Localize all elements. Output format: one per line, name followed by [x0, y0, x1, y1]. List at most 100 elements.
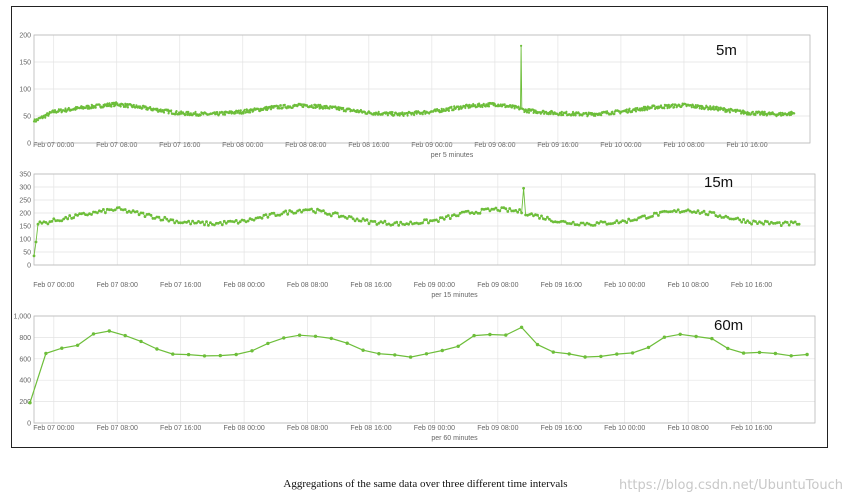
data-point	[421, 113, 424, 116]
data-point	[173, 221, 177, 225]
data-point	[107, 329, 112, 333]
data-point	[503, 103, 506, 106]
data-point	[514, 209, 518, 212]
data-point	[127, 209, 131, 213]
data-point	[447, 109, 450, 112]
data-point	[530, 212, 533, 216]
data-point	[736, 216, 740, 220]
data-point	[787, 223, 791, 227]
y-tick-label: 0	[27, 263, 31, 270]
data-point	[525, 111, 529, 114]
x-tick-label: Feb 07 00:00	[33, 425, 74, 432]
data-point	[739, 109, 742, 112]
data-point	[453, 105, 456, 108]
data-point	[702, 209, 706, 213]
data-point	[744, 221, 747, 225]
data-point	[345, 341, 349, 345]
data-point	[300, 210, 303, 214]
data-point	[504, 333, 508, 337]
y-tick-label: 200	[19, 33, 31, 40]
data-point	[361, 217, 365, 221]
data-point	[387, 222, 391, 226]
data-point	[52, 217, 56, 221]
x-tick-label: Feb 07 08:00	[96, 142, 137, 149]
data-point	[777, 221, 781, 224]
data-point	[391, 111, 394, 114]
data-point	[508, 207, 512, 210]
data-point	[202, 354, 207, 358]
x-tick-label: Feb 09 16:00	[537, 142, 578, 149]
data-point	[563, 220, 567, 224]
data-point	[218, 353, 222, 358]
data-point	[406, 114, 409, 117]
data-point	[613, 112, 616, 116]
data-point	[291, 106, 294, 109]
data-point	[651, 214, 654, 218]
data-point	[175, 110, 178, 113]
data-point	[239, 109, 242, 112]
data-point	[197, 220, 200, 223]
data-point	[581, 221, 585, 225]
data-point	[266, 215, 270, 219]
data-point	[234, 112, 237, 115]
data-point	[157, 215, 161, 219]
data-point	[726, 215, 730, 219]
data-point	[131, 106, 134, 109]
data-point	[137, 213, 141, 217]
data-point	[415, 112, 418, 115]
data-point	[285, 107, 288, 110]
data-point	[458, 107, 461, 110]
data-point	[100, 210, 103, 213]
data-point	[218, 221, 222, 224]
data-point	[163, 215, 167, 219]
y-tick-label: 50	[23, 114, 31, 121]
data-point	[40, 221, 44, 225]
data-point	[607, 222, 611, 226]
data-point	[272, 211, 276, 215]
data-point	[34, 120, 38, 123]
data-point	[351, 217, 355, 221]
data-point	[510, 209, 514, 213]
x-tick-label: Feb 10 08:00	[668, 282, 709, 289]
data-point	[603, 220, 607, 224]
data-point	[257, 108, 260, 111]
data-point	[45, 114, 48, 117]
data-point	[667, 103, 670, 106]
data-point	[135, 210, 139, 213]
data-point	[429, 219, 432, 223]
x-tick-label: Feb 08 00:00	[222, 142, 263, 149]
data-point	[310, 207, 313, 211]
data-point	[583, 223, 587, 227]
x-tick-label: Feb 08 16:00	[348, 142, 389, 149]
chart-panel-60m: 0 200 400 600 800 1,000 Feb 07 00:00 Feb 07 08:…	[13, 314, 816, 442]
y-tick-label: 100	[19, 237, 31, 244]
y-tick-label: 0	[27, 141, 31, 148]
data-point	[44, 351, 48, 356]
data-point	[421, 221, 424, 225]
data-point	[68, 214, 72, 217]
data-point	[141, 211, 145, 215]
data-point	[322, 209, 325, 213]
data-point	[107, 208, 111, 212]
data-point	[232, 220, 236, 224]
data-point	[522, 108, 525, 111]
data-point	[440, 348, 444, 353]
data-point	[440, 107, 443, 110]
data-point	[728, 109, 731, 112]
data-point	[536, 213, 539, 217]
data-point	[486, 207, 490, 211]
data-point	[756, 222, 759, 226]
data-point	[161, 218, 165, 222]
data-point	[517, 105, 520, 108]
data-point	[423, 109, 426, 113]
data-point	[488, 209, 492, 213]
data-point	[104, 211, 107, 215]
data-point	[625, 221, 629, 225]
data-point	[149, 106, 152, 109]
series-line	[29, 326, 808, 403]
data-point	[195, 221, 198, 225]
data-point	[174, 113, 177, 116]
data-point	[155, 347, 159, 351]
data-point	[500, 206, 504, 210]
data-point	[766, 220, 769, 224]
